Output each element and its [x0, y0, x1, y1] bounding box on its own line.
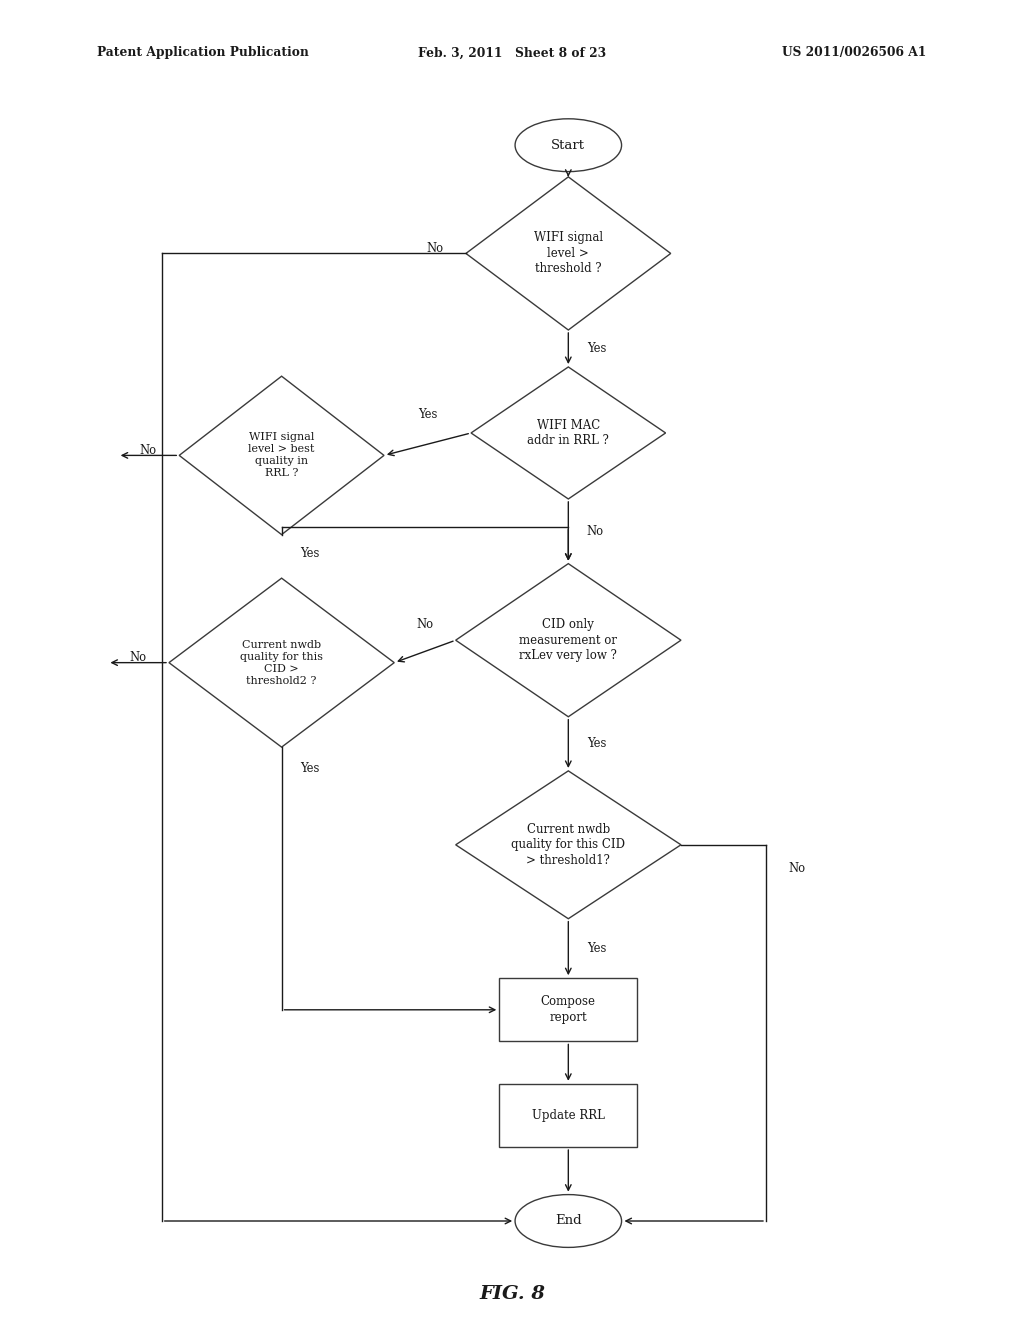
Text: WIFI signal
level > best
quality in
RRL ?: WIFI signal level > best quality in RRL …	[249, 433, 314, 478]
Text: Patent Application Publication: Patent Application Publication	[97, 46, 309, 59]
Bar	[500, 978, 637, 1041]
Text: No: No	[426, 242, 443, 255]
Text: Current nwdb
quality for this
CID >
threshold2 ?: Current nwdb quality for this CID > thre…	[240, 640, 324, 685]
Text: No: No	[587, 525, 603, 537]
Text: Start: Start	[551, 139, 586, 152]
Text: US 2011/0026506 A1: US 2011/0026506 A1	[782, 46, 927, 59]
Text: Yes: Yes	[588, 342, 606, 355]
Bar	[500, 1084, 637, 1147]
Text: Feb. 3, 2011   Sheet 8 of 23: Feb. 3, 2011 Sheet 8 of 23	[418, 46, 606, 59]
Text: Compose
report: Compose report	[541, 995, 596, 1024]
Text: Current nwdb
quality for this CID
> threshold1?: Current nwdb quality for this CID > thre…	[511, 822, 626, 867]
Text: Yes: Yes	[300, 762, 319, 775]
Text: No: No	[129, 651, 146, 664]
Text: No: No	[788, 862, 806, 875]
Text: Yes: Yes	[418, 408, 437, 421]
Text: Yes: Yes	[588, 942, 606, 954]
Text: FIG. 8: FIG. 8	[479, 1284, 545, 1303]
Text: No: No	[139, 444, 157, 457]
Text: WIFI signal
level >
threshold ?: WIFI signal level > threshold ?	[534, 231, 603, 276]
Text: Yes: Yes	[588, 738, 606, 750]
Text: WIFI MAC
addr in RRL ?: WIFI MAC addr in RRL ?	[527, 418, 609, 447]
Text: End: End	[555, 1214, 582, 1228]
Text: Update RRL: Update RRL	[531, 1109, 605, 1122]
Text: No: No	[417, 618, 433, 631]
Text: CID only
measurement or
rxLev very low ?: CID only measurement or rxLev very low ?	[519, 618, 617, 663]
Text: Yes: Yes	[300, 546, 319, 560]
